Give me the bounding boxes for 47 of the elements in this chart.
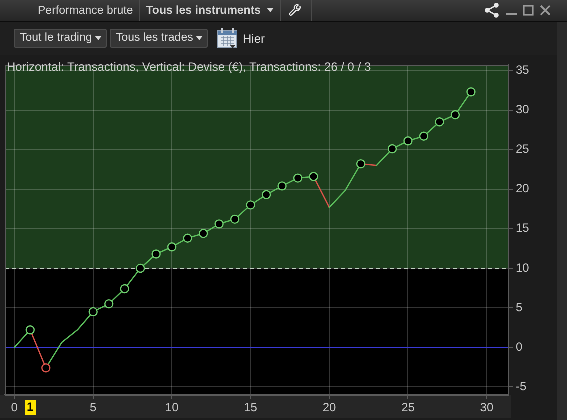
point [246,200,256,210]
point [435,118,444,127]
x-tick-label: 20 [322,400,337,415]
text: 1 [25,400,36,415]
chart-title: Horizontal: Transactions, Vertical: Devise (€), Transactions: 26 / 0 / 3 [7,60,372,74]
y-tick-label: 30 [516,102,530,117]
x-tick-label: 30 [480,400,494,415]
x-tick-label: 10 [165,400,180,415]
y-tick-label: 20 [516,182,530,196]
point [183,234,192,244]
y-tick-label: 15 [516,221,530,236]
point [230,214,240,224]
y-tick-label: 35 [516,63,530,78]
y-tick-label: 5 [516,300,523,314]
x-tick-label: 5 [90,400,98,415]
point [356,159,366,169]
point [198,229,208,238]
dropdown-button: Tous les trades [110,29,208,48]
x-tick-label: 25 [402,400,416,415]
point [262,190,272,200]
x-tick-label: 15 [244,400,258,415]
point [136,264,146,274]
y-tick-label: 10 [516,260,530,275]
dropdown-button: Tout le trading [14,29,108,48]
point [388,144,398,154]
point [450,110,460,120]
point [104,299,114,309]
x-tick-label: 0 [11,400,18,415]
y-tick-label: 25 [516,142,530,156]
point [309,172,318,182]
text: Performance brute [38,4,134,18]
point [88,307,98,317]
y-tick-label: 0 [516,340,523,354]
point [278,182,287,191]
point [404,136,413,146]
y-tick-label: -5 [516,379,527,394]
point [42,364,51,373]
point [419,132,429,141]
point [26,326,35,335]
point [152,250,161,259]
text: Hier [243,32,266,46]
point [293,174,303,183]
point [167,242,177,252]
point [214,220,224,229]
point [120,284,130,294]
text: Tous les instruments [146,4,262,18]
point [466,87,476,97]
